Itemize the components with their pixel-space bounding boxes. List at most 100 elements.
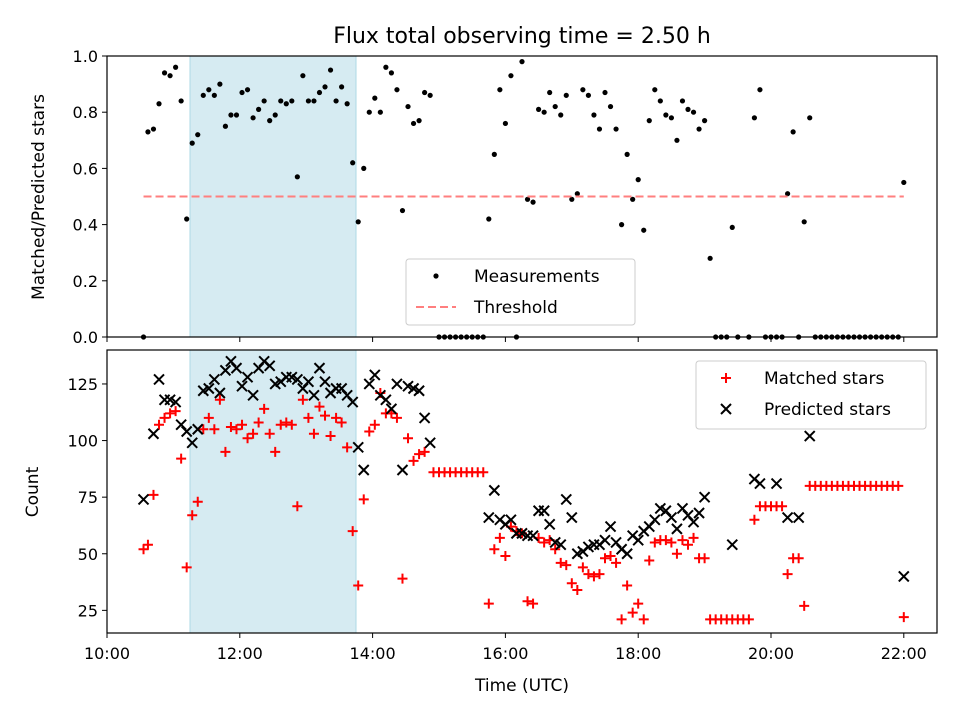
matched-star-point <box>308 428 319 439</box>
measurement-point <box>707 255 713 261</box>
matched-star-point <box>225 421 236 432</box>
matched-star-point <box>550 544 561 555</box>
measurement-point <box>267 118 273 124</box>
measurement-point <box>591 112 597 118</box>
predicted-star-point <box>687 516 700 528</box>
legend-box <box>695 360 927 430</box>
measurement-point <box>233 112 240 118</box>
measurement-point <box>663 112 669 118</box>
predicted-star-point <box>192 423 204 435</box>
measurement-point <box>410 120 417 127</box>
predicted-star-point <box>781 511 794 524</box>
measurement-point <box>530 199 536 205</box>
measurement-point <box>901 179 907 186</box>
predicted-star-point <box>358 464 370 476</box>
matched-star-point <box>320 410 331 421</box>
measurement-point <box>388 70 395 76</box>
y-tick-label: 100 <box>67 432 98 451</box>
measurement-point <box>305 98 312 104</box>
matched-star-point <box>683 539 693 550</box>
y-tick-label: 0.4 <box>73 216 98 235</box>
matched-star-point <box>214 394 225 405</box>
matched-star-point <box>677 535 688 546</box>
measurement-point <box>624 151 630 157</box>
measurement-point <box>399 207 406 214</box>
predicted-star-point <box>291 373 304 386</box>
matched-star-point <box>893 480 904 491</box>
predicted-star-point <box>241 371 254 383</box>
matched-star-point <box>342 442 353 453</box>
measurement-point <box>702 118 708 124</box>
measurement-point <box>206 87 212 93</box>
matched-star-point <box>408 455 419 466</box>
measurement-point <box>283 101 289 107</box>
matched-star-point <box>588 571 599 582</box>
predicted-star-point <box>369 369 381 381</box>
measurement-point <box>613 126 619 132</box>
measurement-point <box>491 151 497 157</box>
bottom-y-axis-label: Count <box>23 466 43 517</box>
matched-star-point <box>638 614 649 625</box>
predicted-star-point <box>219 364 232 377</box>
x-tick-label: 18:00 <box>615 644 661 663</box>
x-tick-label: 14:00 <box>350 644 396 663</box>
predicted-star-point <box>693 507 705 519</box>
predicted-star-point <box>363 378 375 390</box>
predicted-star-point <box>604 520 617 533</box>
predicted-star-point <box>413 385 425 397</box>
matched-star-point <box>605 551 616 562</box>
measurement-point <box>311 98 317 104</box>
matched-star-point <box>777 501 788 512</box>
matched-star-point <box>297 394 308 405</box>
predicted-star-point <box>698 491 711 503</box>
predicted-star-point <box>214 387 226 399</box>
bottom-series-1 <box>137 355 910 583</box>
measurement-point <box>145 129 151 135</box>
matched-star-point <box>181 562 192 573</box>
matched-star-point <box>275 419 286 430</box>
measurement-point <box>785 191 791 197</box>
y-tick-label: 0.6 <box>73 159 98 178</box>
predicted-star-point <box>186 437 198 449</box>
predicted-star-point <box>302 375 315 388</box>
predicted-star-point <box>566 511 578 524</box>
bottom-panel: 25 50 75 100 125 10:00 12:00 14:00 16:00 18:00 20:… <box>67 349 938 663</box>
predicted-star-point <box>599 534 611 546</box>
y-tick-label: 0.8 <box>73 103 98 122</box>
measurement-point <box>602 89 608 96</box>
matched-star-point <box>314 401 325 412</box>
predicted-star-point <box>505 514 517 526</box>
measurement-point <box>790 129 796 135</box>
predicted-star-point <box>527 529 539 542</box>
matched-star-point <box>331 412 342 423</box>
predicted-star-point <box>770 477 783 490</box>
matched-star-point <box>159 412 170 423</box>
predicted-star-point <box>543 518 556 531</box>
legend-label: Matched stars <box>764 369 884 389</box>
matched-star-point <box>198 424 209 435</box>
matched-star-point <box>242 433 253 444</box>
matched-star-point <box>644 555 655 566</box>
matched-star-point <box>259 403 270 414</box>
predicted-star-point <box>632 534 644 546</box>
matched-star-point <box>561 560 572 571</box>
x-tick-label: 22:00 <box>881 644 927 663</box>
measurement-point <box>394 87 400 93</box>
matched-star-point <box>336 417 347 428</box>
matched-star-point <box>231 424 242 435</box>
predicted-star-point <box>488 484 501 497</box>
top-y-axis-label: Matched/Predicted stars <box>29 94 49 300</box>
matched-star-point <box>671 548 682 559</box>
matched-star-point <box>264 428 275 439</box>
matched-star-point <box>555 557 566 568</box>
measurement-point <box>690 109 697 115</box>
predicted-star-point <box>137 493 150 506</box>
measurement-point <box>211 92 217 98</box>
matched-star-point <box>793 553 804 564</box>
predicted-star-point <box>396 464 409 476</box>
matched-star-point <box>192 496 203 507</box>
measurement-point <box>668 115 675 121</box>
matched-star-point <box>666 537 677 548</box>
measurement-point <box>563 92 569 98</box>
predicted-star-point <box>483 511 495 524</box>
